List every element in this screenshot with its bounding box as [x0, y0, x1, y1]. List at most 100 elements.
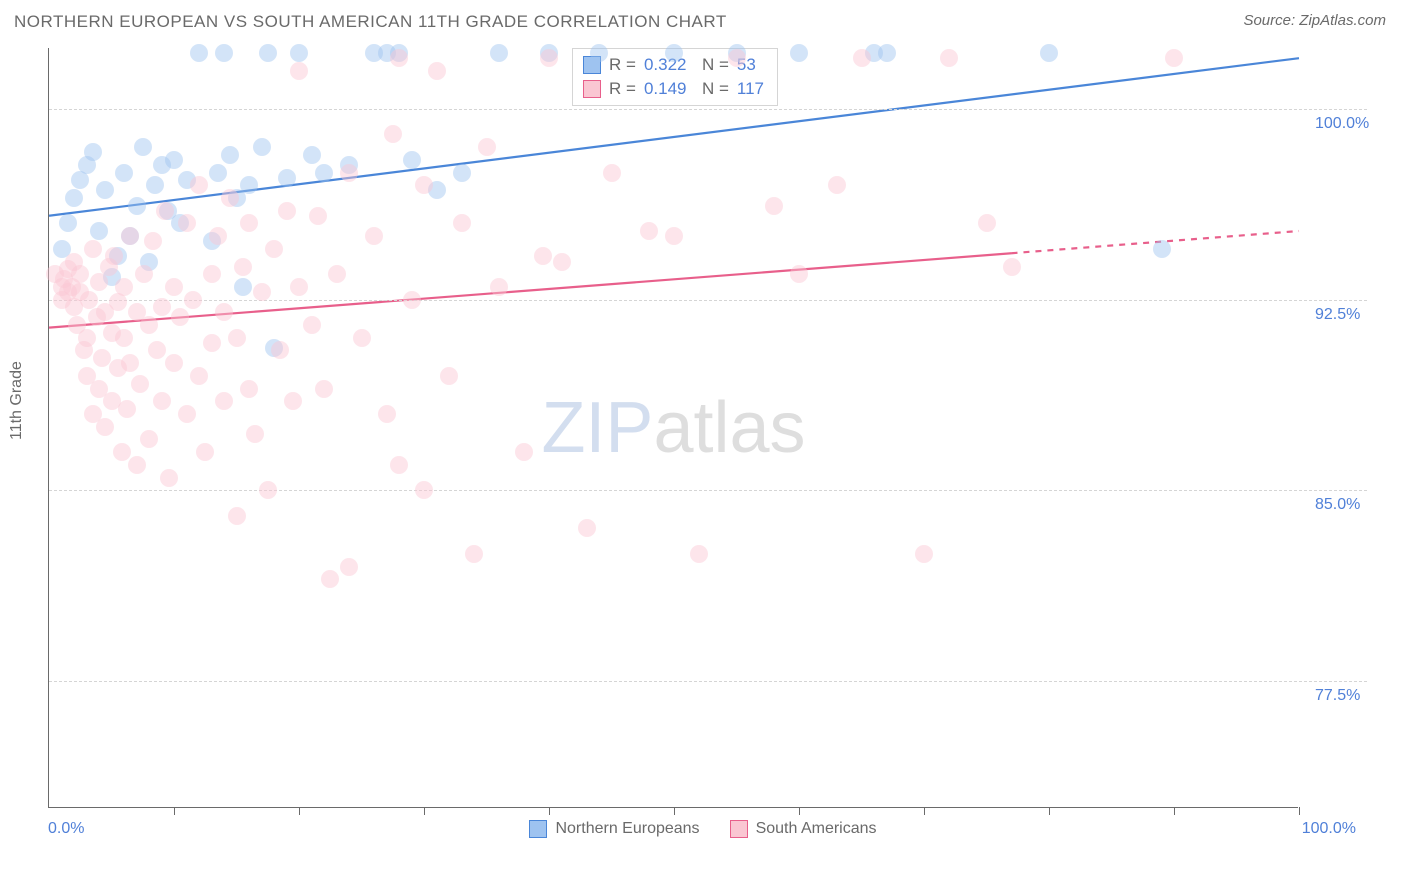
data-point-b [96, 418, 114, 436]
data-point-b [578, 519, 596, 537]
data-point-a [115, 164, 133, 182]
data-point-a [259, 44, 277, 62]
data-point-a [128, 197, 146, 215]
data-point-b [415, 176, 433, 194]
data-point-b [665, 227, 683, 245]
data-point-b [390, 49, 408, 67]
data-point-b [309, 207, 327, 225]
data-point-a [240, 176, 258, 194]
plot-area: ZIPatlas R =0.322N =53R =0.149N =117 100… [48, 48, 1298, 808]
data-point-b [178, 214, 196, 232]
gridline [49, 681, 1367, 682]
data-point-b [153, 392, 171, 410]
data-point-b [153, 298, 171, 316]
data-point-b [78, 329, 96, 347]
data-point-b [234, 258, 252, 276]
data-point-b [156, 202, 174, 220]
data-point-a [190, 44, 208, 62]
data-point-b [290, 278, 308, 296]
x-tick [1174, 807, 1175, 815]
data-point-b [321, 570, 339, 588]
data-point-a [253, 138, 271, 156]
data-point-b [265, 240, 283, 258]
data-point-b [259, 481, 277, 499]
data-point-b [215, 303, 233, 321]
data-point-b [240, 380, 258, 398]
source-label: Source: ZipAtlas.com [1243, 12, 1386, 32]
data-point-b [196, 443, 214, 461]
gridline [49, 300, 1367, 301]
data-point-b [184, 291, 202, 309]
data-point-b [171, 308, 189, 326]
data-point-b [534, 247, 552, 265]
data-point-b [353, 329, 371, 347]
data-point-b [209, 227, 227, 245]
data-point-a [878, 44, 896, 62]
x-tick [1049, 807, 1050, 815]
data-point-b [790, 265, 808, 283]
data-point-b [440, 367, 458, 385]
swatch-a-icon [529, 820, 547, 838]
x-tick [174, 807, 175, 815]
legend-item-a: Northern Europeans [529, 820, 699, 838]
data-point-b [390, 456, 408, 474]
data-point-a [590, 44, 608, 62]
data-point-b [603, 164, 621, 182]
data-point-b [84, 240, 102, 258]
data-point-b [403, 291, 421, 309]
data-point-a [215, 44, 233, 62]
stat-n-label: N = [702, 53, 729, 77]
data-point-b [144, 232, 162, 250]
stat-r-value: 0.149 [644, 77, 694, 101]
gridline [49, 109, 1367, 110]
data-point-a [790, 44, 808, 62]
data-point-b [315, 380, 333, 398]
data-point-a [59, 214, 77, 232]
data-point-b [190, 176, 208, 194]
data-point-a [1040, 44, 1058, 62]
data-point-b [465, 545, 483, 563]
y-tick-label: 92.5% [1315, 306, 1360, 324]
data-point-a [84, 143, 102, 161]
x-tick [299, 807, 300, 815]
x-tick [674, 807, 675, 815]
data-point-b [415, 481, 433, 499]
data-point-b [165, 278, 183, 296]
data-point-b [178, 405, 196, 423]
data-point-b [978, 214, 996, 232]
x-tick [924, 807, 925, 815]
data-point-a [221, 146, 239, 164]
y-tick-label: 77.5% [1315, 687, 1360, 705]
data-point-b [253, 283, 271, 301]
bottom-legend: Northern EuropeansSouth Americans [0, 820, 1406, 838]
x-tick [1299, 807, 1300, 815]
data-point-b [131, 375, 149, 393]
data-point-a [453, 164, 471, 182]
data-point-b [290, 62, 308, 80]
swatch-b-icon [583, 80, 601, 98]
data-point-b [203, 334, 221, 352]
data-point-a [303, 146, 321, 164]
data-point-b [340, 558, 358, 576]
stat-r-label: R = [609, 77, 636, 101]
y-tick-label: 85.0% [1315, 496, 1360, 514]
data-point-b [271, 341, 289, 359]
data-point-b [853, 49, 871, 67]
data-point-b [384, 125, 402, 143]
data-point-b [278, 202, 296, 220]
data-point-b [490, 278, 508, 296]
stat-r-label: R = [609, 53, 636, 77]
data-point-b [118, 400, 136, 418]
data-point-b [140, 430, 158, 448]
data-point-b [915, 545, 933, 563]
data-point-b [453, 214, 471, 232]
x-tick [549, 807, 550, 815]
data-point-b [303, 316, 321, 334]
stat-row-b: R =0.149N =117 [583, 77, 767, 101]
data-point-b [115, 278, 133, 296]
data-point-a [90, 222, 108, 240]
stat-n-label: N = [702, 77, 729, 101]
data-point-b [428, 62, 446, 80]
swatch-b-icon [730, 820, 748, 838]
data-point-b [90, 273, 108, 291]
